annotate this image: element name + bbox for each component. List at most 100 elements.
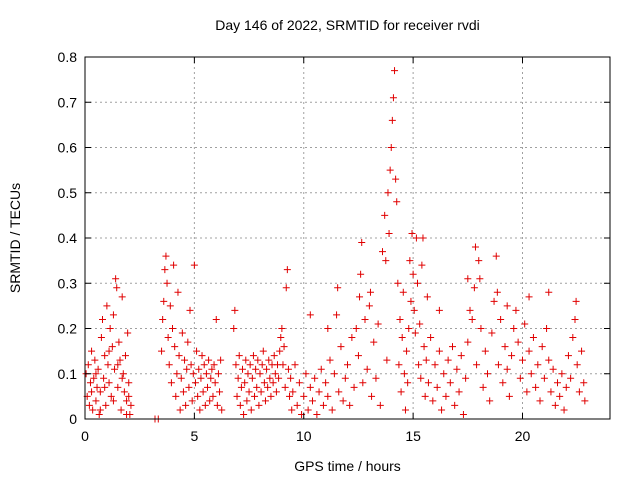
data-point (392, 175, 400, 183)
data-point (543, 325, 551, 332)
data-point (217, 356, 225, 364)
data-point (415, 361, 423, 369)
data-point (162, 252, 170, 260)
data-point (414, 279, 421, 287)
data-point (449, 343, 456, 351)
data-point (160, 297, 168, 305)
data-point (256, 370, 264, 378)
data-point (271, 370, 279, 378)
data-point (346, 401, 354, 409)
data-point (283, 266, 291, 274)
data-point (165, 361, 173, 369)
data-point (330, 370, 338, 378)
data-point (186, 306, 194, 314)
data-point (246, 361, 254, 369)
data-point (97, 334, 105, 342)
data-point (324, 325, 332, 332)
data-point (575, 388, 583, 396)
data-point (385, 229, 393, 237)
data-point (281, 383, 289, 391)
data-point (477, 325, 485, 332)
data-point (170, 261, 178, 269)
data-point (277, 334, 285, 342)
data-points (82, 67, 589, 423)
data-point (354, 352, 362, 360)
data-point (211, 379, 219, 387)
data-point (254, 356, 262, 364)
y-tick-label: 0.6 (58, 140, 78, 156)
data-point (96, 406, 104, 414)
data-point (291, 361, 299, 369)
data-point (578, 347, 586, 355)
data-point (356, 293, 364, 301)
data-point (569, 334, 577, 342)
data-point (183, 365, 191, 373)
data-point (532, 383, 540, 391)
data-point (255, 401, 263, 409)
data-point (404, 379, 412, 387)
data-point (163, 279, 171, 287)
data-point (411, 329, 419, 337)
data-point (407, 297, 415, 305)
data-point (264, 383, 272, 391)
y-tick-label: 0.1 (58, 366, 78, 382)
data-point (109, 311, 117, 319)
data-point (417, 374, 425, 382)
data-point (420, 343, 428, 351)
data-point (288, 406, 296, 414)
data-point (512, 306, 520, 314)
data-point (554, 379, 561, 387)
data-point (119, 370, 127, 378)
data-point (199, 388, 207, 396)
data-point (193, 347, 201, 355)
data-point (179, 388, 187, 396)
data-point (368, 392, 376, 400)
data-point (105, 347, 113, 355)
data-point (260, 379, 268, 387)
data-point (571, 315, 579, 323)
data-point (295, 379, 303, 387)
data-point (242, 356, 250, 364)
data-point (84, 361, 92, 369)
data-point (127, 401, 135, 409)
data-point (536, 397, 544, 405)
data-point (269, 379, 277, 387)
data-point (306, 311, 314, 319)
data-point (525, 347, 533, 355)
data-point (174, 288, 182, 296)
data-point (177, 374, 185, 382)
data-point (202, 370, 210, 378)
data-point (370, 338, 378, 346)
data-point (159, 315, 167, 323)
data-point (200, 361, 208, 369)
data-point (253, 383, 261, 391)
data-point (475, 257, 483, 265)
data-point (382, 257, 390, 265)
data-point (379, 248, 386, 256)
data-point (232, 361, 240, 369)
data-point (113, 284, 121, 292)
data-point (187, 361, 195, 369)
data-point (101, 352, 109, 360)
data-point (545, 356, 553, 364)
data-point (322, 379, 330, 387)
data-point (525, 293, 533, 301)
data-point (521, 320, 529, 328)
data-point (359, 379, 367, 387)
data-point (558, 370, 566, 378)
data-point (282, 284, 290, 292)
data-point (248, 374, 256, 382)
data-point (580, 379, 588, 387)
data-point (231, 306, 239, 314)
data-point (306, 383, 314, 391)
data-point (412, 234, 420, 242)
data-point (335, 388, 343, 396)
data-point (545, 288, 553, 296)
data-point (304, 406, 312, 414)
data-point (289, 388, 297, 396)
data-point (176, 406, 184, 414)
data-point (399, 288, 407, 296)
data-point (538, 343, 546, 351)
data-point (435, 347, 443, 355)
